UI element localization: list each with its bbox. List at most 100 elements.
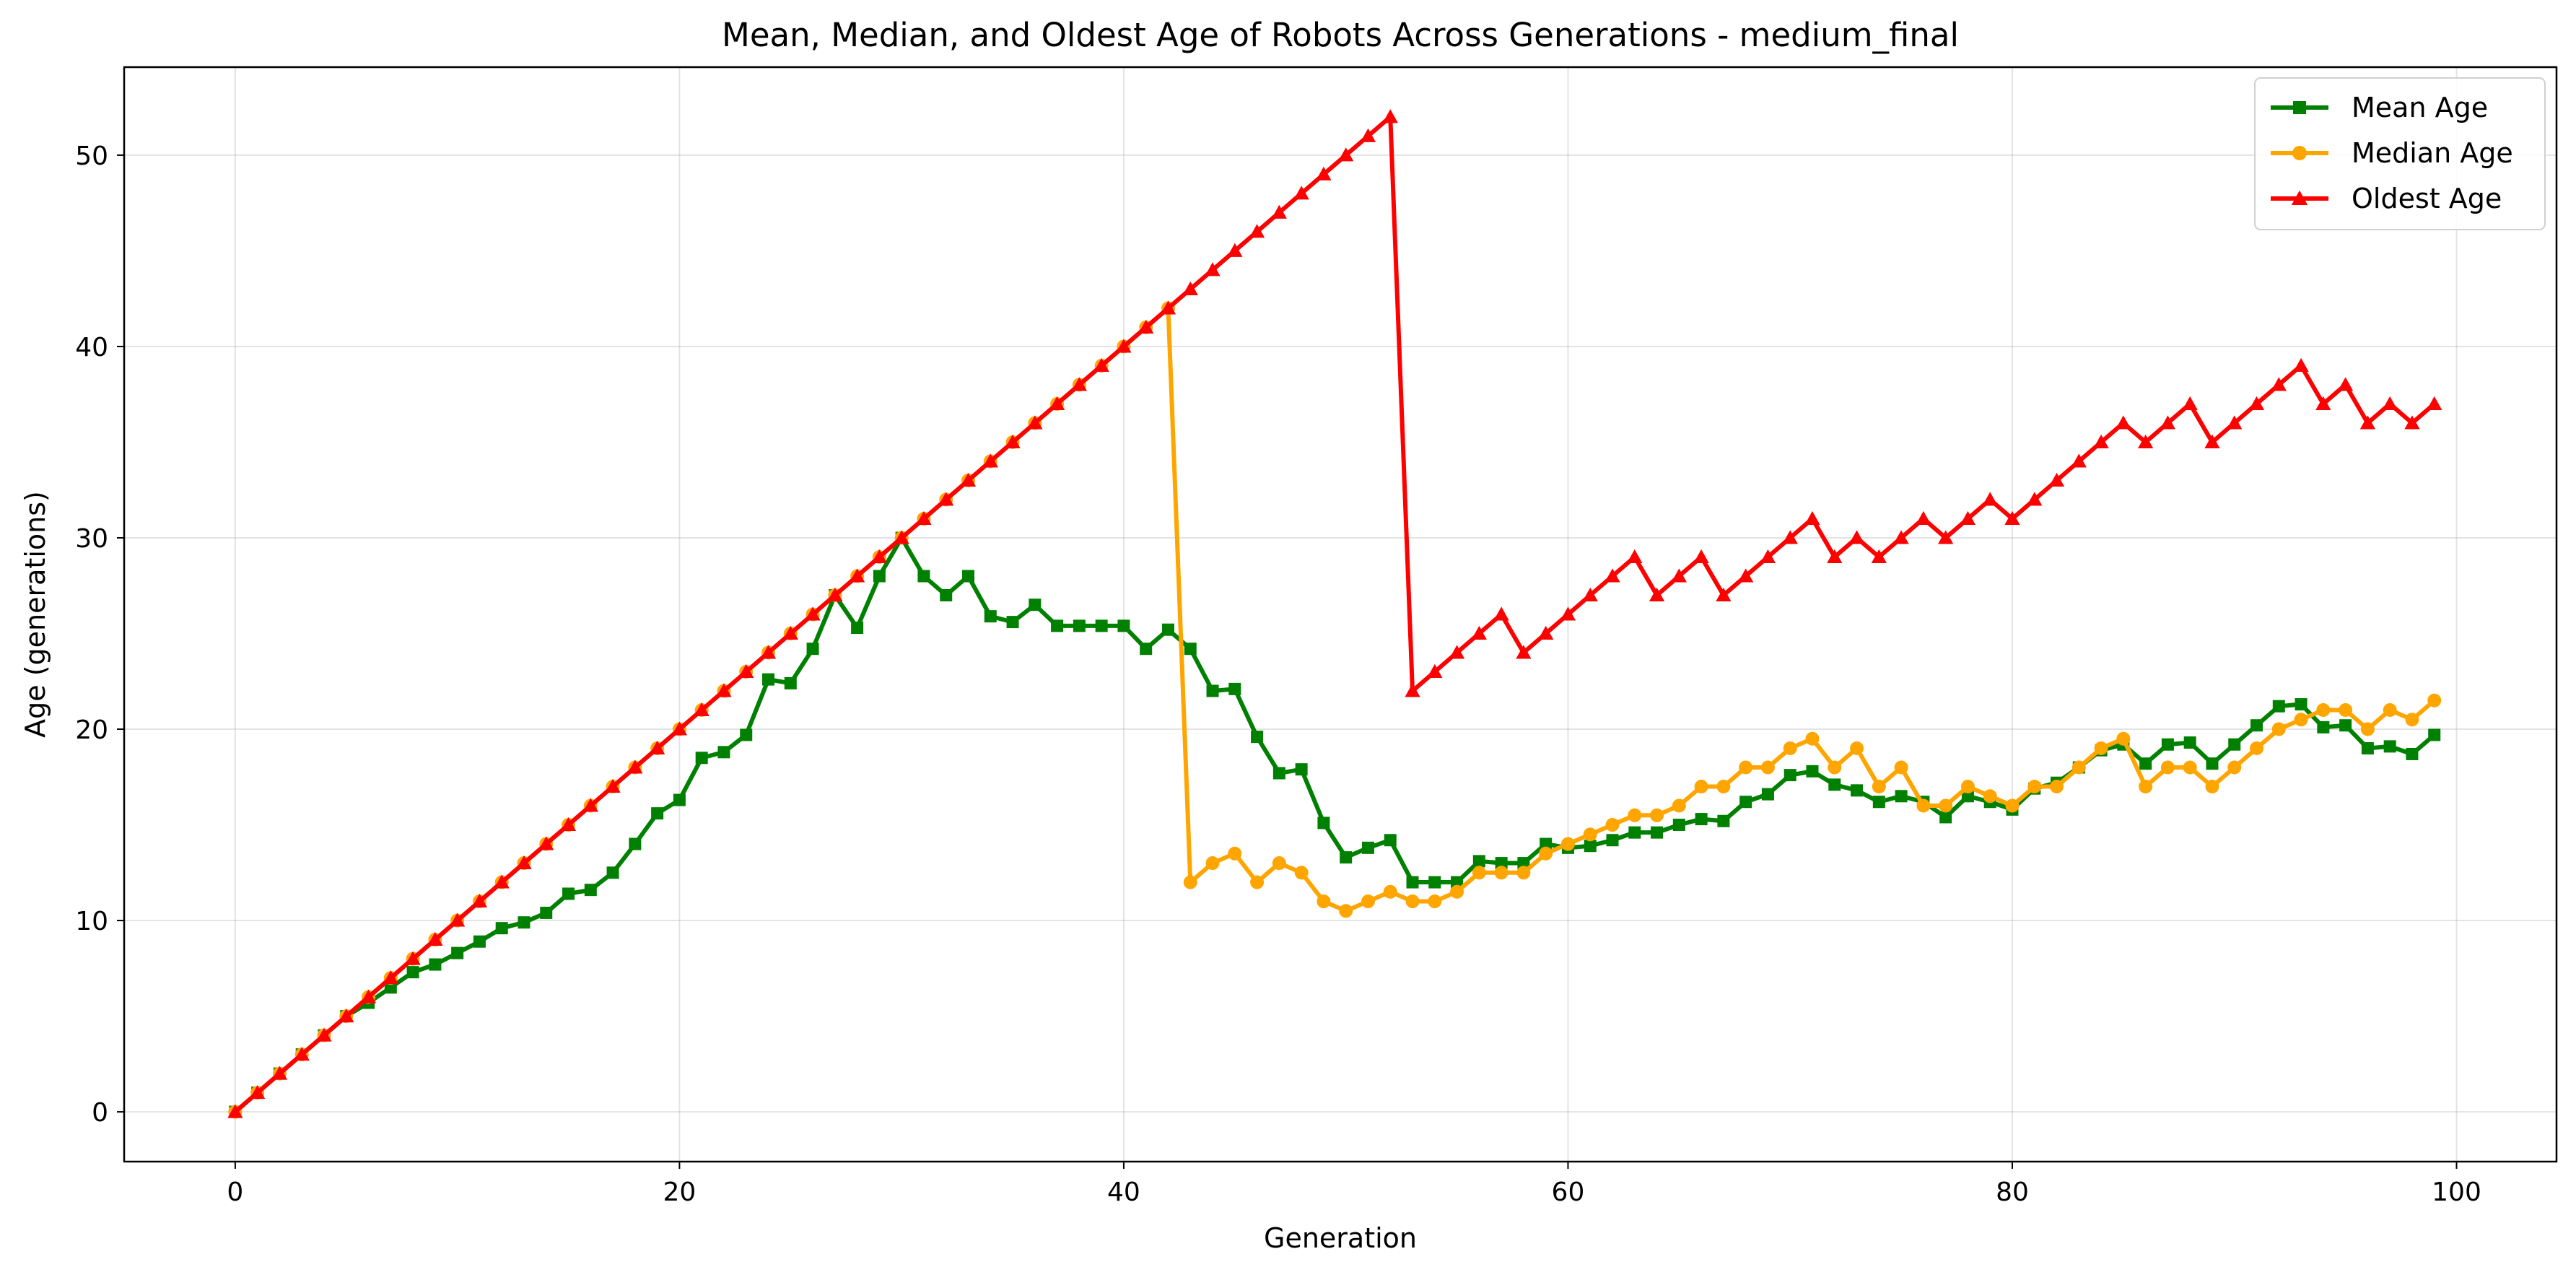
mean-age-point <box>606 866 619 879</box>
oldest-age-point <box>316 1027 332 1042</box>
oldest-age-point <box>560 817 577 832</box>
median-age-point <box>1694 780 1708 794</box>
mean-age-point <box>1361 841 1374 854</box>
mean-age-point <box>651 807 664 820</box>
oldest-age-point <box>360 989 377 1003</box>
mean-age-point <box>406 966 419 979</box>
mean-age-point <box>1451 876 1464 889</box>
oldest-age-point <box>1249 224 1265 238</box>
mean-age-point <box>1472 855 1485 868</box>
oldest-age-point <box>1804 510 1820 525</box>
mean-age-point <box>784 676 797 689</box>
oldest-age-point <box>538 836 554 850</box>
oldest-age-point <box>2293 357 2309 372</box>
median-age-point <box>1828 760 1842 775</box>
mean-age-point <box>1783 769 1796 782</box>
median-age-point <box>1317 894 1331 909</box>
legend-item-oldest-age: Oldest Age <box>2271 183 2502 214</box>
oldest-age-point <box>339 1008 354 1023</box>
oldest-age-point <box>849 568 865 583</box>
oldest-age-point <box>2315 396 2331 410</box>
oldest-age-point <box>738 663 754 679</box>
median-age-point <box>2294 713 2308 727</box>
oldest-age-line <box>232 114 2437 1115</box>
median-age-point <box>1739 760 1753 775</box>
mean-age-point <box>2139 757 2152 770</box>
oldest-age-point <box>1227 243 1243 257</box>
median-age-point <box>2071 760 2086 775</box>
oldest-age-point <box>2027 492 2043 506</box>
mean-age-point <box>1406 876 1419 889</box>
mean-age-point <box>1939 811 1952 824</box>
oldest-age-point <box>982 453 998 468</box>
oldest-age-point <box>960 472 977 487</box>
oldest-age-point <box>2160 415 2176 430</box>
oldest-age-point <box>427 931 443 946</box>
legend-marker-median-age <box>2292 146 2307 160</box>
oldest-age-point <box>450 913 466 927</box>
median-age-point <box>1939 798 1953 813</box>
mean-age-point <box>2383 740 2396 753</box>
oldest-age-point <box>494 874 510 889</box>
oldest-age-point <box>2138 434 2154 448</box>
mean-age-point <box>1628 826 1641 839</box>
mean-age-point <box>1095 619 1108 632</box>
mean-age-point <box>1317 817 1330 830</box>
oldest-age-point <box>1560 606 1576 621</box>
oldest-age-point <box>894 530 909 544</box>
oldest-age-point <box>605 778 621 793</box>
oldest-age-point <box>782 625 798 640</box>
mean-age-point <box>1051 619 1064 632</box>
mean-age-point <box>1651 826 1664 839</box>
mean-age-point <box>1006 616 1019 629</box>
oldest-age-point <box>1916 510 1931 525</box>
median-age-point <box>1805 731 1820 746</box>
mean-age-point <box>2250 719 2263 732</box>
median-age-point <box>1250 875 1265 889</box>
mean-age-point <box>1872 796 1885 809</box>
oldest-age-point <box>1738 568 1754 583</box>
median-age-point <box>1539 846 1553 861</box>
mean-age-point <box>1961 790 1974 803</box>
median-age-point <box>2027 780 2042 794</box>
median-age-point <box>2250 741 2264 756</box>
mean-age-point <box>2161 738 2174 751</box>
median-age-point <box>1516 866 1531 880</box>
oldest-age-point <box>1693 549 1709 563</box>
mean-age-point <box>518 916 531 929</box>
mean-age-point <box>1295 763 1308 776</box>
mean-age-point <box>851 622 864 635</box>
legend: Mean Age Median Age Oldest Age <box>2254 77 2546 230</box>
oldest-age-point <box>2404 415 2420 430</box>
legend-label-median-age: Median Age <box>2352 137 2513 169</box>
oldest-age-point <box>2227 415 2243 430</box>
series-layer <box>227 109 2442 1119</box>
oldest-age-point <box>627 759 643 774</box>
oldest-age-point <box>2182 396 2198 410</box>
mean-age-point <box>562 887 575 900</box>
median-age-point <box>1383 884 1397 899</box>
y-tick-label: 10 <box>75 907 108 936</box>
oldest-age-point <box>2048 472 2065 487</box>
mean-age-point <box>1117 619 1130 632</box>
mean-age-point <box>1228 682 1241 695</box>
mean-age-point <box>717 746 730 759</box>
oldest-age-point <box>1827 549 1843 563</box>
mean-age-point <box>451 946 464 959</box>
x-tick-label: 80 <box>1996 1177 2029 1207</box>
mean-age-point <box>1517 857 1530 870</box>
median-age-point <box>1783 741 1797 756</box>
median-age-point <box>1228 846 1242 861</box>
median-age-point <box>1205 856 1220 871</box>
oldest-age-point <box>2093 434 2109 448</box>
mean-age-point <box>806 643 819 656</box>
oldest-age-point <box>1049 396 1065 410</box>
mean-age-point <box>1717 814 1730 827</box>
median-age-point <box>1294 866 1309 880</box>
oldest-age-point <box>1160 300 1176 315</box>
oldest-age-point <box>2338 377 2354 391</box>
mean-age-point <box>1495 857 1508 870</box>
median-age-point <box>1272 856 1286 871</box>
oldest-age-point <box>227 1104 243 1118</box>
